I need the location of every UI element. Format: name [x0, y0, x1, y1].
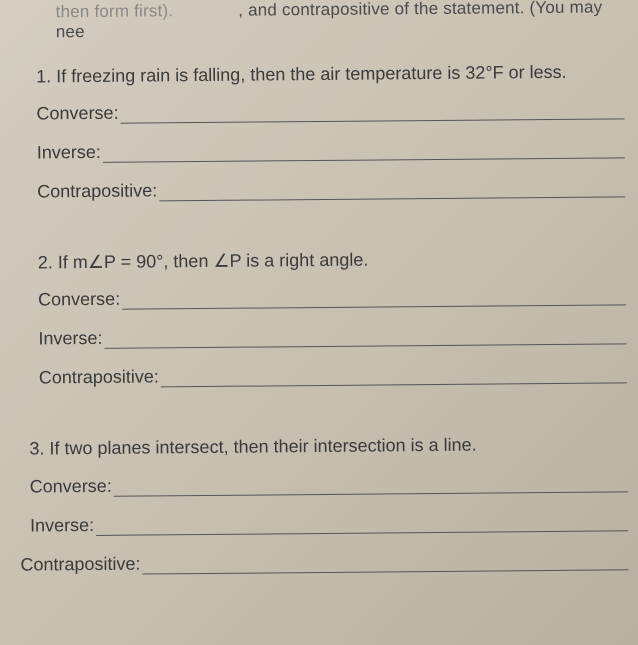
- contrapositive-blank[interactable]: [161, 366, 627, 388]
- problem-3: 3. If two planes intersect, then their i…: [19, 432, 628, 575]
- contrapositive-line: Contrapositive:: [19, 363, 627, 389]
- contrapositive-label: Contrapositive:: [20, 553, 140, 575]
- converse-label: Converse:: [30, 475, 112, 497]
- converse-line: Converse:: [18, 285, 626, 311]
- angle-symbol-1: ∠P: [88, 252, 116, 272]
- worksheet-page: then form first). , and contrapositive o…: [0, 0, 638, 575]
- converse-line: Converse:: [20, 471, 628, 497]
- contrapositive-label: Contrapositive:: [39, 367, 159, 389]
- problem-text: If two planes intersect, then their inte…: [49, 435, 476, 459]
- problem-number: 3.: [29, 439, 44, 459]
- inverse-label: Inverse:: [38, 328, 102, 350]
- problem-2: 2. If m∠P = 90°, then ∠P is a right angl…: [18, 246, 627, 389]
- contrapositive-label: Contrapositive:: [37, 181, 157, 203]
- angle-symbol-2: ∠P: [213, 251, 241, 271]
- converse-blank[interactable]: [122, 288, 626, 310]
- stmt-suffix: is a right angle.: [241, 250, 368, 271]
- inverse-label: Inverse:: [30, 515, 94, 537]
- inverse-line: Inverse:: [17, 138, 625, 164]
- contrapositive-blank[interactable]: [159, 180, 625, 202]
- stmt-mid: = 90°, then: [116, 251, 214, 272]
- inverse-blank[interactable]: [96, 513, 628, 536]
- converse-blank[interactable]: [114, 474, 628, 496]
- converse-label: Converse:: [36, 103, 118, 125]
- problem-3-statement: 3. If two planes intersect, then their i…: [19, 432, 627, 462]
- header-left-fragment: then form first).: [56, 1, 174, 21]
- inverse-line: Inverse:: [20, 510, 628, 536]
- contrapositive-line: Contrapositive:: [17, 177, 625, 203]
- problem-1: 1. If freezing rain is falling, then the…: [16, 59, 625, 202]
- header-partial-text: then form first). , and contrapositive o…: [16, 0, 624, 43]
- inverse-blank[interactable]: [103, 141, 625, 164]
- contrapositive-blank[interactable]: [142, 552, 628, 574]
- problem-2-statement: 2. If m∠P = 90°, then ∠P is a right angl…: [18, 246, 626, 276]
- inverse-line: Inverse:: [18, 324, 626, 350]
- stmt-prefix: If m: [58, 252, 88, 272]
- converse-line: Converse:: [16, 99, 624, 125]
- problem-number: 1.: [36, 66, 51, 86]
- problem-text: If freezing rain is falling, then the ai…: [56, 62, 567, 86]
- problem-number: 2.: [38, 253, 53, 273]
- contrapositive-line: Contrapositive:: [20, 549, 628, 575]
- inverse-blank[interactable]: [104, 327, 626, 350]
- problem-1-statement: 1. If freezing rain is falling, then the…: [16, 59, 624, 89]
- converse-blank[interactable]: [120, 102, 624, 124]
- converse-label: Converse:: [38, 289, 120, 311]
- inverse-label: Inverse:: [37, 142, 101, 164]
